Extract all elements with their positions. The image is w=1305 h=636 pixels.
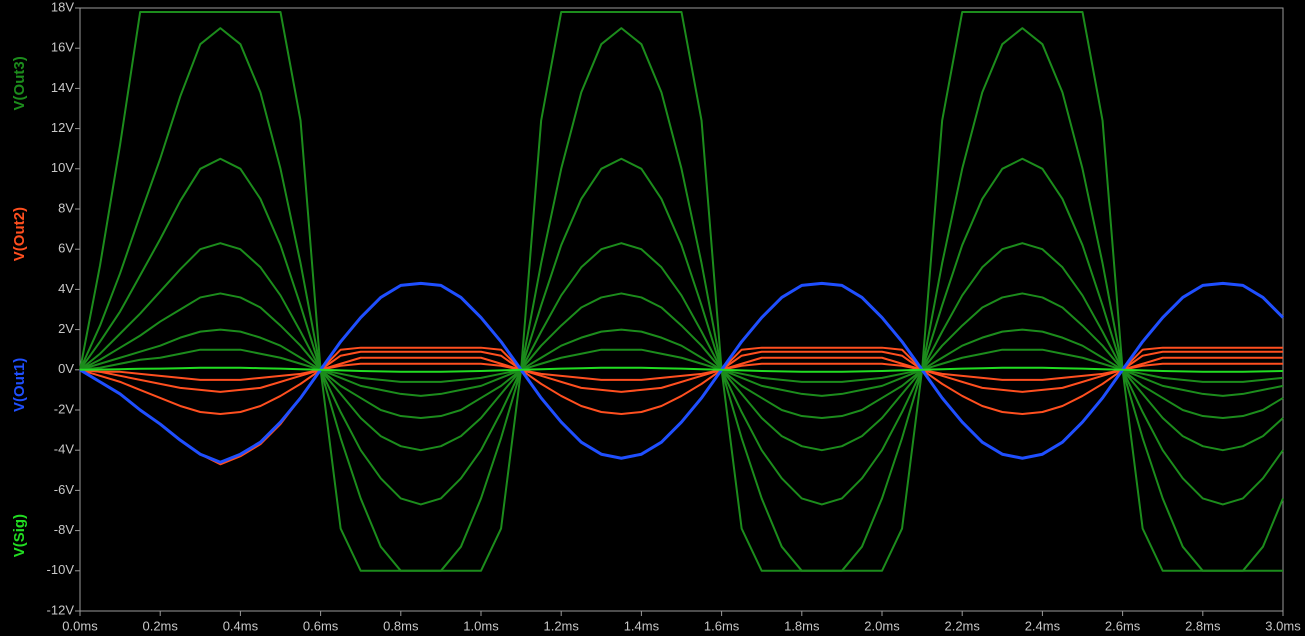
legend-entry: V(Out2) [11,207,28,261]
x-tick-label: 2.8ms [1185,618,1221,633]
y-tick-label: -2V [54,401,75,416]
y-tick-label: 14V [51,80,74,95]
trace [79,366,1284,373]
y-tick-label: 6V [58,241,74,256]
trace [79,242,1284,452]
x-tick-label: 0.0ms [62,618,98,633]
trace [79,328,1284,397]
y-tick-label: -8V [54,522,75,537]
y-tick-label: 2V [58,321,74,336]
x-tick-label: 1.8ms [784,618,820,633]
x-tick-label: 0.6ms [303,618,339,633]
legend-entry: V(Sig) [11,514,28,557]
trace [79,356,1283,393]
y-tick-label: 0V [58,361,74,376]
x-tick-label: 2.0ms [864,618,900,633]
legend-entry: V(Out3) [11,56,28,110]
x-tick-label: 3.0ms [1265,618,1301,633]
trace [79,350,1283,416]
x-tick-label: 0.2ms [142,618,178,633]
legend-entry: V(Out1) [11,358,28,412]
x-tick-label: 2.4ms [1025,618,1061,633]
y-tick-label: 8V [58,200,74,215]
y-tick-label: -10V [47,562,75,577]
plot-frame [79,7,1284,612]
trace [79,157,1284,506]
trace [79,292,1284,420]
x-tick-label: 1.2ms [543,618,579,633]
trace [79,11,1283,572]
trace [79,281,1285,464]
y-tick-label: 10V [51,160,74,175]
x-tick-label: 1.0ms [463,618,499,633]
y-tick-label: -12V [47,602,75,617]
x-tick-label: 2.2ms [944,618,980,633]
x-tick-label: 2.6ms [1105,618,1141,633]
trace [79,348,1284,383]
x-tick-label: 0.4ms [223,618,259,633]
y-tick-label: 16V [51,40,74,55]
y-tick-label: 18V [51,0,74,14]
x-tick-label: 1.4ms [624,618,660,633]
trace [79,27,1284,572]
y-tick-label: -6V [54,482,75,497]
x-tick-label: 0.8ms [383,618,419,633]
x-tick-label: 1.6ms [704,618,740,633]
y-tick-label: 12V [51,120,74,135]
y-tick-label: 4V [58,281,74,296]
y-tick-label: -4V [54,442,75,457]
trace [79,362,1283,381]
